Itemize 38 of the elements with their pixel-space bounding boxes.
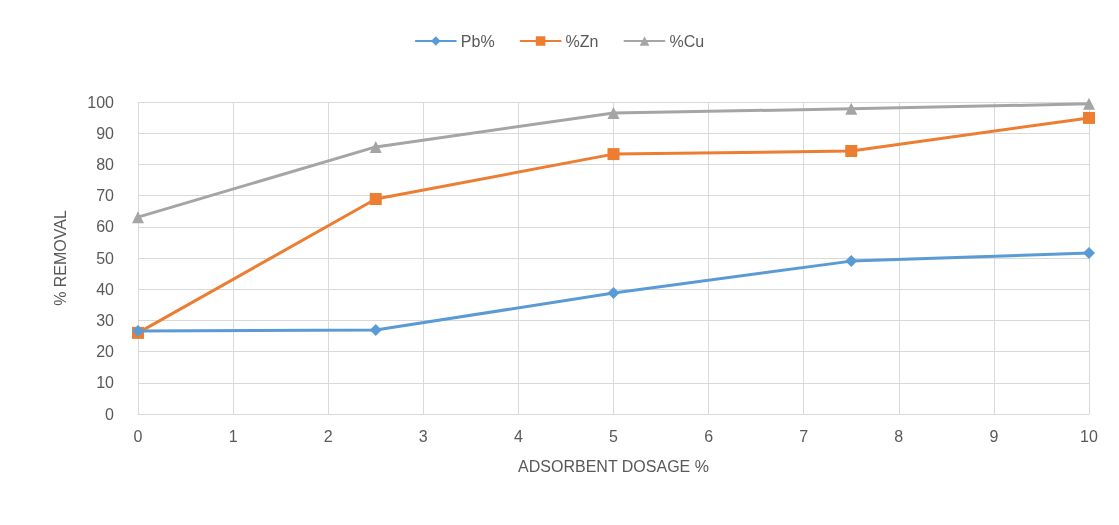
point — [845, 102, 858, 115]
point — [1083, 111, 1095, 124]
x-tick-label: 9 — [989, 427, 999, 445]
x-tick-label: 2 — [323, 427, 333, 445]
point — [369, 140, 382, 153]
legend-label: %Zn — [565, 32, 599, 50]
x-tick-label: 10 — [1080, 427, 1098, 445]
point — [1083, 247, 1095, 260]
y-tick-label: 10 — [96, 374, 115, 392]
point — [607, 286, 620, 299]
x-tick-label: 1 — [228, 427, 238, 445]
y-tick-label: 40 — [96, 280, 115, 298]
y-tick-label: 80 — [96, 155, 115, 173]
point — [369, 193, 382, 206]
legend-label: %Cu — [669, 32, 705, 50]
x-tick-label: 3 — [418, 427, 428, 445]
x-axis-title: ADSORBENT DOSAGE % — [518, 457, 709, 475]
y-tick-label: 20 — [96, 343, 115, 361]
y-axis-title: % REMOVAL — [51, 210, 69, 306]
point — [132, 211, 144, 224]
x-tick-label: 0 — [133, 427, 143, 445]
point — [607, 148, 620, 161]
y-tick-label: 70 — [96, 187, 115, 205]
x-tick-label: 5 — [609, 427, 619, 445]
x-tick-label: 8 — [894, 427, 904, 445]
y-tick-label: 0 — [105, 405, 115, 423]
legend-label: Pb% — [460, 32, 495, 50]
x-tick-label: 6 — [704, 427, 714, 445]
y-tick-label: 90 — [96, 124, 115, 142]
x-tick-label: 4 — [513, 427, 523, 445]
y-tick-label: 30 — [96, 311, 115, 329]
x-tick-label: 7 — [799, 427, 809, 445]
y-tick-label: 100 — [87, 93, 115, 111]
y-tick-label: 60 — [96, 218, 115, 236]
point — [607, 106, 620, 119]
point — [1083, 97, 1095, 110]
y-tick-label: 50 — [96, 249, 115, 267]
point — [845, 144, 858, 157]
